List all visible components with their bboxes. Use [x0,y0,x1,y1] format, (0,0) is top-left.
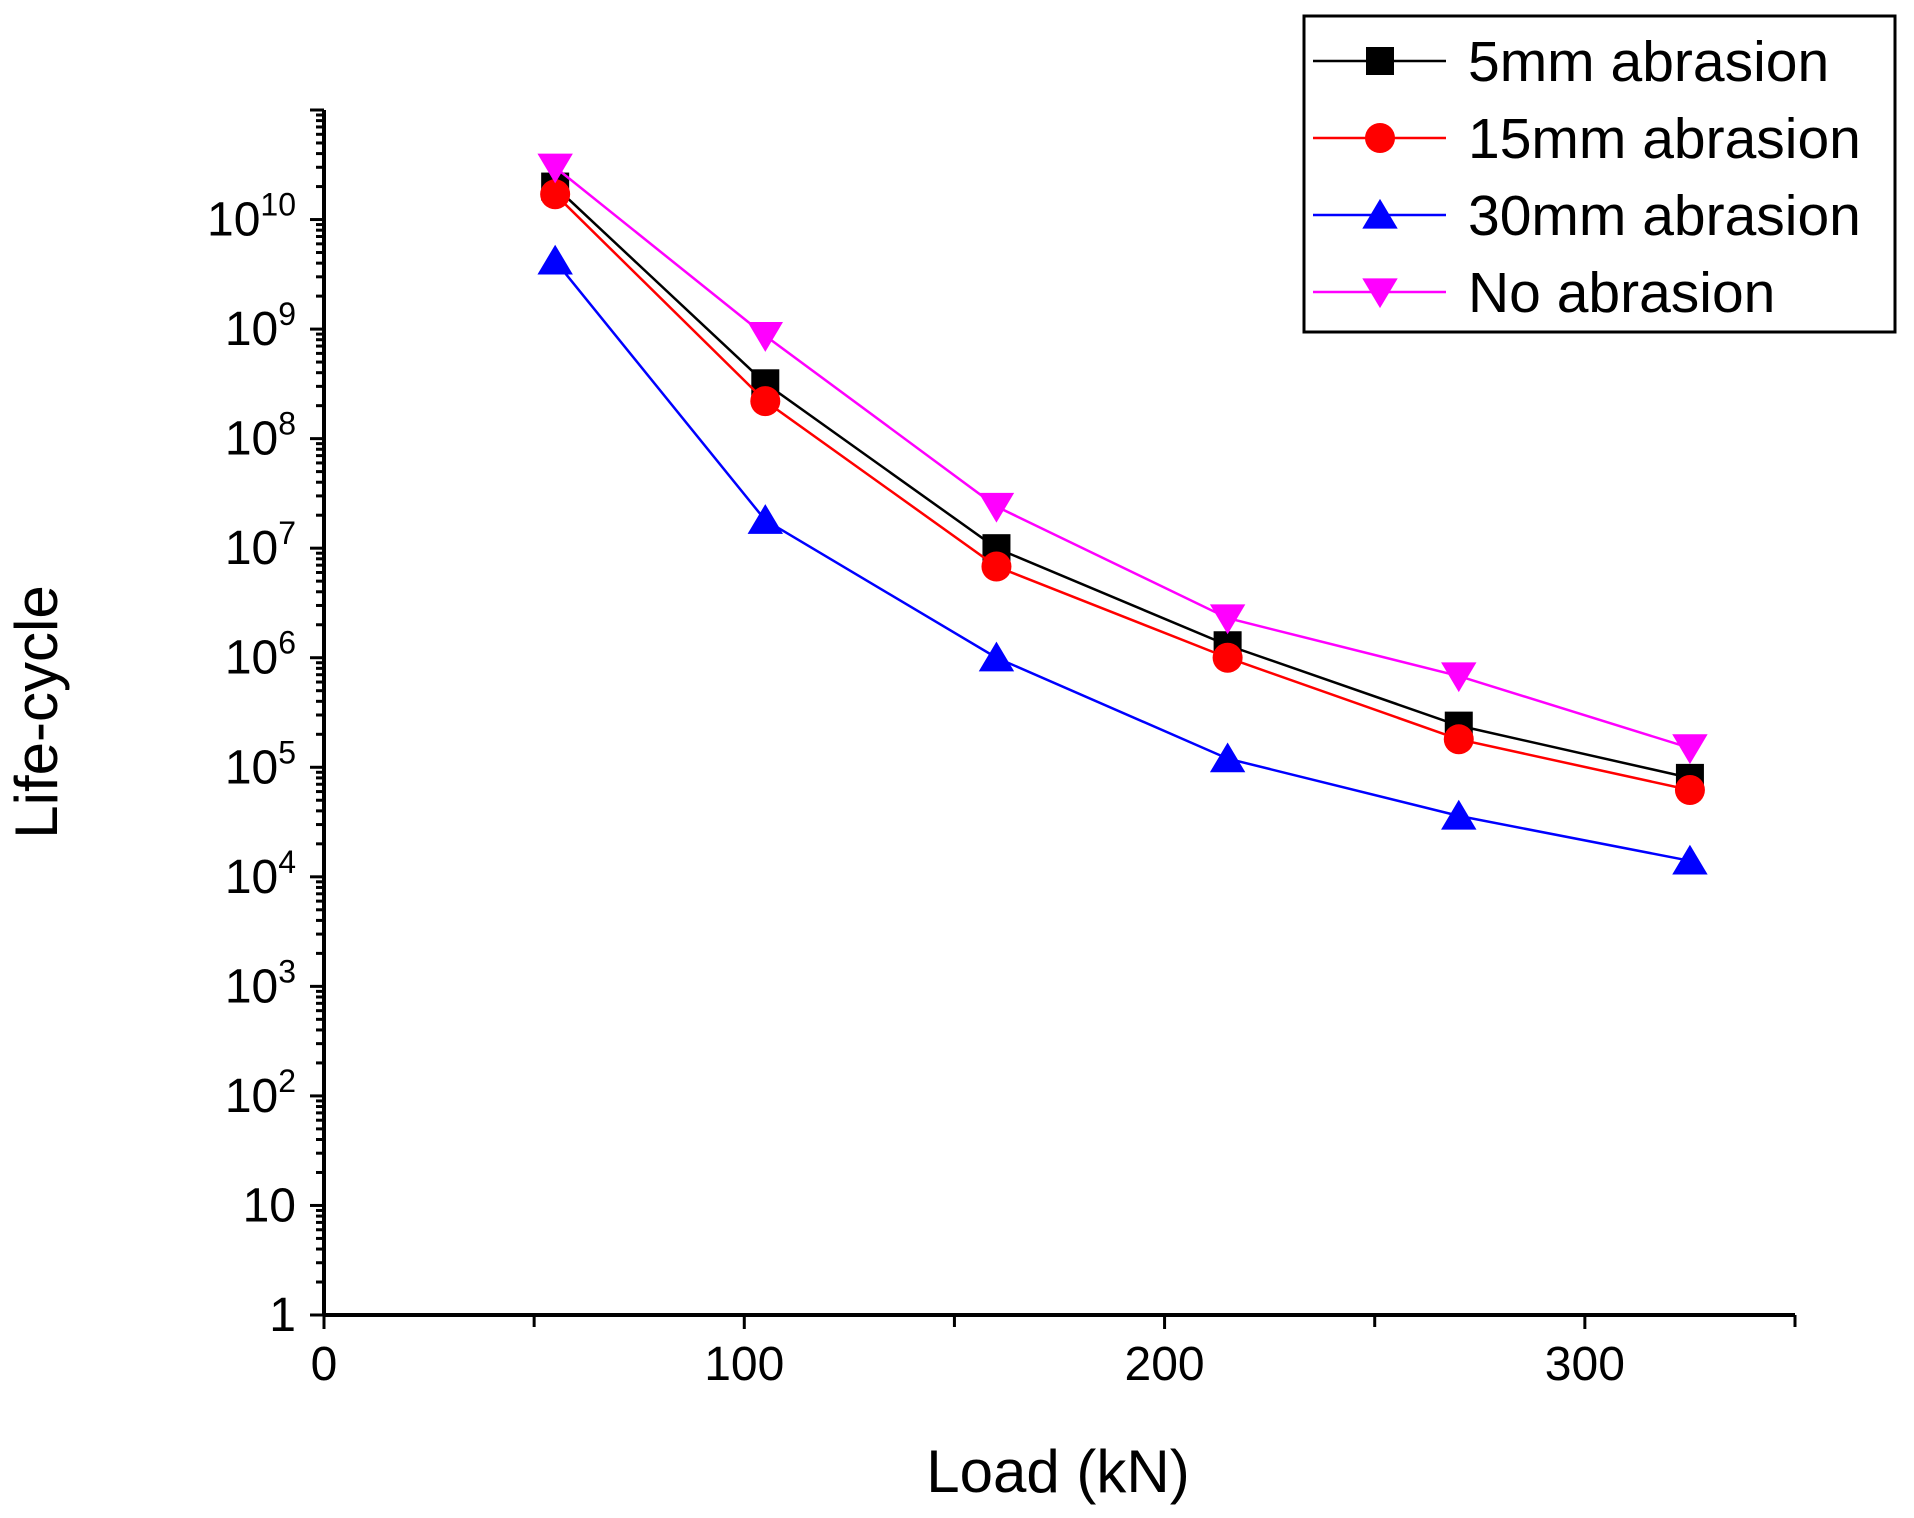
y-tick-label: 108 [225,406,296,466]
data-point [1365,123,1395,153]
ticks: 0 100 200 300 1 10 102 103 104 105 106 107 108 109 101… [207,108,1797,1391]
data-point [1672,844,1708,875]
legend-label: No abrasion [1468,261,1775,325]
series-line [554,260,1691,863]
series-layer [537,153,1708,875]
x-tick-label: 300 [1545,1338,1625,1391]
data-point [1209,742,1246,773]
legend: 5mm abrasion 15mm abrasion 30mm abrasion No… [1302,14,1897,334]
data-point [1362,278,1398,309]
y-tick-label: 1010 [207,187,296,247]
series-15mm-abrasion [540,179,1705,806]
series-line [554,166,1691,750]
data-point [978,641,1015,672]
data-point [1366,47,1394,75]
data-point [1441,799,1477,830]
x-tick-label: 200 [1125,1338,1205,1391]
y-tick-label: 104 [225,844,296,904]
y-tick-label: 1 [269,1289,296,1342]
legend-item: 5mm abrasion [1313,30,1829,94]
y-tick-label: 103 [225,953,296,1013]
legend-item: 15mm abrasion [1313,107,1861,171]
data-point [1441,662,1477,693]
data-point [1209,604,1246,635]
series-line [554,185,1691,780]
y-tick-label: 109 [225,296,296,356]
data-point [747,322,784,352]
series-line [554,193,1691,792]
legend-label: 30mm abrasion [1468,184,1861,248]
y-tick-label: 106 [225,625,296,685]
y-axis-title: Life-cycle [3,585,70,838]
legend-item: 30mm abrasion [1313,184,1861,248]
legend-label: 15mm abrasion [1468,107,1861,171]
x-tick-label: 0 [311,1338,338,1391]
data-point [537,153,573,184]
data-point [540,179,571,210]
data-point [1674,775,1705,806]
series-30mm-abrasion [537,244,1708,875]
data-point [537,244,573,275]
x-tick-label: 100 [704,1338,784,1391]
data-point [747,504,784,534]
legend-item: No abrasion [1313,261,1775,325]
data-point [1212,642,1243,673]
data-point [1672,734,1708,765]
legend-box [1302,14,1897,334]
data-point [750,386,781,417]
data-point [978,492,1015,523]
data-point [1362,198,1398,229]
x-axis-title: Load (kN) [926,1438,1189,1505]
data-point [981,551,1012,582]
y-tick-label: 10 [243,1179,296,1232]
legend-label: 5mm abrasion [1468,30,1829,94]
y-tick-label: 105 [225,734,296,794]
y-tick-label: 107 [225,515,296,575]
series-no-abrasion [537,153,1708,765]
y-tick-label: 102 [225,1063,296,1123]
data-point [1443,724,1474,755]
